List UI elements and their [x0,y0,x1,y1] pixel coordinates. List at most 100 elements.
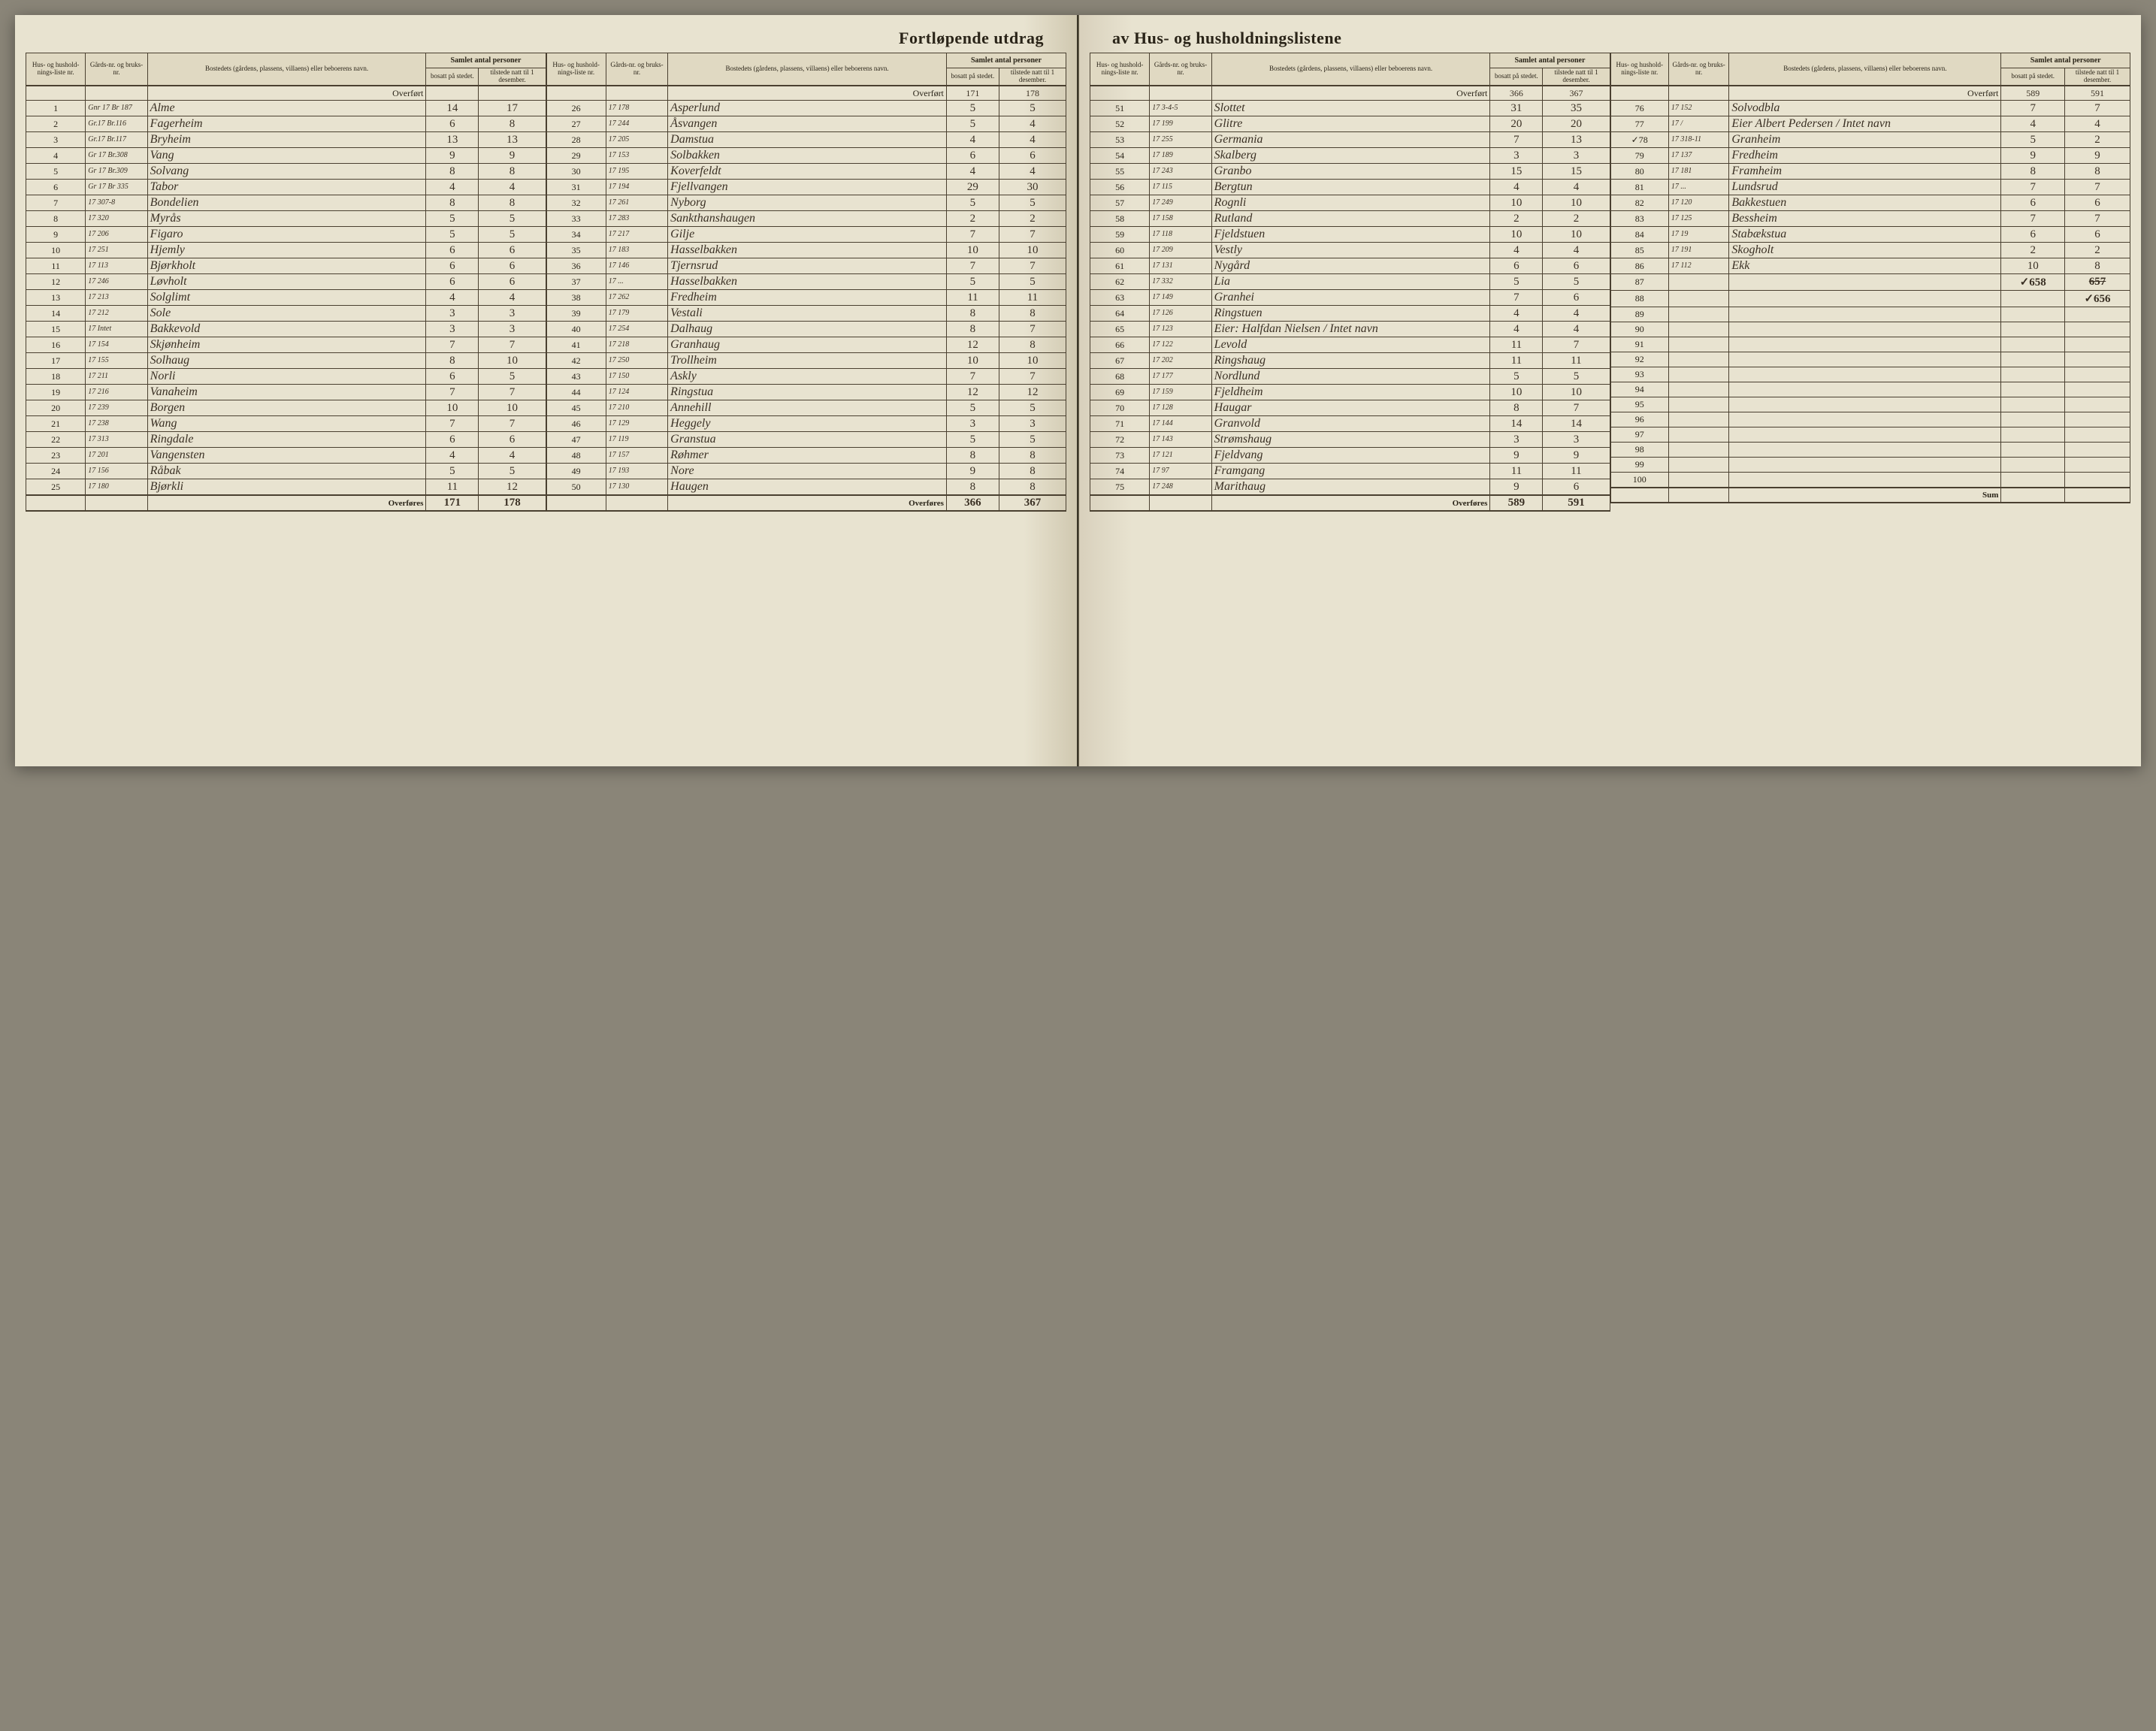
cell-bosatt: 11 [946,290,999,306]
cell-tilstede: 6 [999,148,1066,164]
cell-liste-nr: 4 [26,148,86,164]
overfores-tilstede: 178 [479,495,546,511]
cell-gards-nr: 17 ... [606,274,667,290]
cell-tilstede: 7 [2065,180,2130,195]
table-row: 7017 128Haugar87 [1090,400,1610,416]
table-row: 5Gr 17 Br.309Solvang88 [26,164,546,180]
cell-bosatt: 5 [946,432,999,448]
cell-tilstede [2065,382,2130,397]
cell-liste-nr: 10 [26,243,86,258]
cell-liste-nr: 16 [26,337,86,353]
overfort-row: Overført171178 [546,86,1066,101]
table-row: 1517 IntetBakkevold33 [26,322,546,337]
cell-tilstede: 6 [2065,195,2130,211]
cell-tilstede: 5 [999,195,1066,211]
cell-tilstede: 7 [999,322,1066,337]
overfores-tilstede: 591 [1543,495,1610,511]
cell-bosatt: 9 [1490,479,1543,496]
table-col3: Hus- og hushold-nings-liste nr. Gårds-nr… [1090,53,1610,512]
cell-bosted: Skalberg [1211,148,1490,164]
cell-liste-nr: 59 [1090,227,1150,243]
cell-gards-nr: 17 150 [606,369,667,385]
overfort-tilstede [479,86,546,101]
cell-liste-nr: 55 [1090,164,1150,180]
cell-gards-nr: Gr.17 Br.116 [86,116,147,132]
cell-liste-nr: ✓78 [1610,132,1668,148]
cell-bosted: Gilje [668,227,947,243]
cell-tilstede: 13 [1543,132,1610,148]
cell-gards-nr: Gr 17 Br.308 [86,148,147,164]
cell-tilstede: 5 [999,432,1066,448]
cell-tilstede: 4 [1543,306,1610,322]
cell-tilstede: 3 [479,322,546,337]
cell-bosted: Marithaug [1211,479,1490,496]
th-gards: Gårds-nr. og bruks-nr. [1150,53,1211,86]
cell-tilstede [2065,307,2130,322]
table-row: 2917 153Solbakken66 [546,148,1066,164]
overfores-bosatt: 171 [426,495,479,511]
cell-tilstede [2065,427,2130,443]
cell-gards-nr: 17 320 [86,211,147,227]
cell-gards-nr: 17 19 [1668,227,1728,243]
cell-bosatt: 7 [2001,211,2065,227]
cell-gards-nr: 17 137 [1668,148,1728,164]
table-row: 1717 155Solhaug810 [26,353,546,369]
cell-bosatt: 14 [426,101,479,116]
table-row: 2517 180Bjørkli1112 [26,479,546,496]
cell-bosted: Framgang [1211,464,1490,479]
cell-gards-nr: 17 122 [1150,337,1211,353]
cell-bosted: Framheim [1729,164,2001,180]
cell-bosted: Granvold [1211,416,1490,432]
cell-bosted: Bondelien [147,195,426,211]
cell-bosatt: 4 [426,448,479,464]
cell-gards-nr [1668,473,1728,488]
cell-tilstede: 35 [1543,101,1610,116]
right-page: av Hus- og husholdningslistene Hus- og h… [1078,15,2141,766]
cell-bosatt: 12 [946,385,999,400]
cell-bosatt: 9 [946,464,999,479]
cell-bosted [1729,274,2001,291]
cell-bosatt: 5 [946,116,999,132]
table-row: 2817 205Damstua44 [546,132,1066,148]
cell-bosatt: 7 [426,416,479,432]
cell-bosatt: 2 [2001,243,2065,258]
cell-gards-nr: 17 155 [86,353,147,369]
cell-gards-nr: 17 119 [606,432,667,448]
table-row: 5617 115Bergtun44 [1090,180,1610,195]
cell-gards-nr: 17 144 [1150,416,1211,432]
table-row: 5917 118Fjeldstuen1010 [1090,227,1610,243]
thead-col1: Hus- og hushold-nings-liste nr. Gårds-nr… [26,53,546,86]
cell-bosatt [2001,291,2065,307]
cell-liste-nr: 82 [1610,195,1668,211]
cell-bosted: Fjeldstuen [1211,227,1490,243]
cell-bosatt: 4 [426,180,479,195]
tbody-col4: Overført5895917617 152Solvodbla777717 /E… [1610,86,2130,503]
cell-tilstede [2065,337,2130,352]
cell-gards-nr: 17 209 [1150,243,1211,258]
cell-liste-nr: 43 [546,369,606,385]
table-row: 3917 179Vestali88 [546,306,1066,322]
cell-bosatt: 3 [426,306,479,322]
cell-bosted [1729,443,2001,458]
cell-gards-nr: 17 244 [606,116,667,132]
cell-tilstede: 5 [999,400,1066,416]
table-col1: Hus- og hushold-nings-liste nr. Gårds-nr… [26,53,546,512]
cell-tilstede: 8 [479,164,546,180]
cell-liste-nr: 8 [26,211,86,227]
table-row: 917 206Figaro55 [26,227,546,243]
cell-bosted [1729,337,2001,352]
cell-bosatt: 8 [946,322,999,337]
cell-tilstede: 12 [999,385,1066,400]
cell-bosatt: 7 [2001,180,2065,195]
cell-bosatt: 5 [1490,274,1543,290]
cell-tilstede: 6 [1543,479,1610,496]
cell-tilstede: 2 [2065,132,2130,148]
cell-liste-nr: 97 [1610,427,1668,443]
cell-gards-nr: 17 113 [86,258,147,274]
table-row: 5117 3-4-5Slottet3135 [1090,101,1610,116]
cell-liste-nr: 69 [1090,385,1150,400]
cell-tilstede: 4 [1543,322,1610,337]
cell-bosatt: 7 [1490,132,1543,148]
table-row: 8417 19Stabækstua66 [1610,227,2130,243]
cell-liste-nr: 38 [546,290,606,306]
